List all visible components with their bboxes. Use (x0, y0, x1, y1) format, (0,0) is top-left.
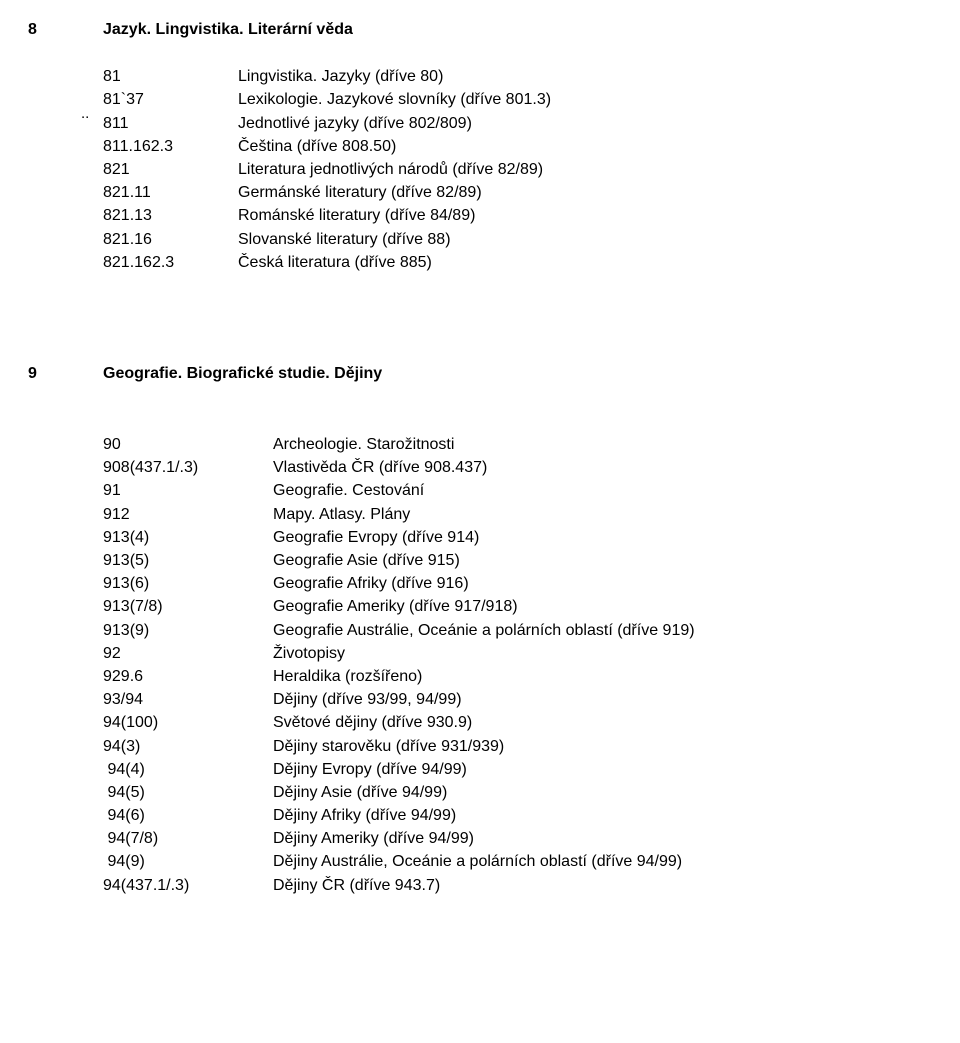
section-9-number: 9 (28, 362, 103, 385)
item-desc: Čeština (dříve 808.50) (238, 135, 932, 158)
item-desc: Geografie Ameriky (dříve 917/918) (273, 595, 932, 618)
list-item: 913(4) Geografie Evropy (dříve 914) (103, 526, 932, 549)
list-item: 821.11 Germánské literatury (dříve 82/89… (103, 181, 932, 204)
list-item: 94(7/8) Dějiny Ameriky (dříve 94/99) (103, 827, 932, 850)
item-desc: Geografie Afriky (dříve 916) (273, 572, 932, 595)
list-item: 913(5) Geografie Asie (dříve 915) (103, 549, 932, 572)
list-item: 81`37 Lexikologie. Jazykové slovníky (dř… (103, 88, 932, 111)
item-code: 821.13 (103, 204, 238, 227)
item-desc: Archeologie. Starožitnosti (273, 433, 932, 456)
list-item: 94(9) Dějiny Austrálie, Oceánie a polárn… (103, 850, 932, 873)
list-item: 913(9) Geografie Austrálie, Oceánie a po… (103, 619, 932, 642)
item-code: 811 (103, 112, 238, 135)
item-code: 81 (103, 65, 238, 88)
list-item: 811 Jednotlivé jazyky (dříve 802/809) (103, 112, 932, 135)
note-mark: .. (81, 103, 89, 125)
list-item: 94(5) Dějiny Asie (dříve 94/99) (103, 781, 932, 804)
list-item: 94(6) Dějiny Afriky (dříve 94/99) (103, 804, 932, 827)
item-desc: Dějiny (dříve 93/99, 94/99) (273, 688, 932, 711)
item-code: 821.162.3 (103, 251, 238, 274)
item-code: 94(100) (103, 711, 273, 734)
list-item: 821.16 Slovanské literatury (dříve 88) (103, 228, 932, 251)
item-code: 94(437.1/.3) (103, 874, 273, 897)
item-code: 913(9) (103, 619, 273, 642)
item-desc: Heraldika (rozšířeno) (273, 665, 932, 688)
item-desc: Geografie Austrálie, Oceánie a polárních… (273, 619, 932, 642)
item-code: 90 (103, 433, 273, 456)
section-9-header: 9 Geografie. Biografické studie. Dějiny (28, 362, 932, 385)
item-code: 92 (103, 642, 273, 665)
item-desc: Románské literatury (dříve 84/89) (238, 204, 932, 227)
section-8-number: 8 (28, 18, 103, 41)
item-desc: Dějiny Asie (dříve 94/99) (273, 781, 932, 804)
list-item: 92 Životopisy (103, 642, 932, 665)
section-9-title: Geografie. Biografické studie. Dějiny (103, 362, 382, 385)
section-8-block: .. 81 Lingvistika. Jazyky (dříve 80) 81`… (103, 65, 932, 274)
list-item: 912 Mapy. Atlasy. Plány (103, 503, 932, 526)
item-desc: Lexikologie. Jazykové slovníky (dříve 80… (238, 88, 932, 111)
item-code: 913(6) (103, 572, 273, 595)
list-item: 821.13 Románské literatury (dříve 84/89) (103, 204, 932, 227)
item-code: 811.162.3 (103, 135, 238, 158)
list-item: 913(7/8) Geografie Ameriky (dříve 917/91… (103, 595, 932, 618)
item-desc: Dějiny Ameriky (dříve 94/99) (273, 827, 932, 850)
item-code: 929.6 (103, 665, 273, 688)
list-item: 913(6) Geografie Afriky (dříve 916) (103, 572, 932, 595)
list-item: 91 Geografie. Cestování (103, 479, 932, 502)
item-desc: Dějiny ČR (dříve 943.7) (273, 874, 932, 897)
item-desc: Česká literatura (dříve 885) (238, 251, 932, 274)
item-code: 91 (103, 479, 273, 502)
item-desc: Vlastivěda ČR (dříve 908.437) (273, 456, 932, 479)
item-code: 94(9) (103, 850, 273, 873)
list-item: 93/94 Dějiny (dříve 93/99, 94/99) (103, 688, 932, 711)
item-code: 821 (103, 158, 238, 181)
item-desc: Dějiny Austrálie, Oceánie a polárních ob… (273, 850, 932, 873)
item-code: 913(5) (103, 549, 273, 572)
item-code: 913(7/8) (103, 595, 273, 618)
item-desc: Geografie Evropy (dříve 914) (273, 526, 932, 549)
item-code: 913(4) (103, 526, 273, 549)
item-desc: Dějiny Afriky (dříve 94/99) (273, 804, 932, 827)
list-item: 908(437.1/.3) Vlastivěda ČR (dříve 908.4… (103, 456, 932, 479)
item-code: 81`37 (103, 88, 238, 111)
list-item: 94(100) Světové dějiny (dříve 930.9) (103, 711, 932, 734)
list-item: 929.6 Heraldika (rozšířeno) (103, 665, 932, 688)
section-8-title: Jazyk. Lingvistika. Literární věda (103, 18, 353, 41)
item-code: 94(4) (103, 758, 273, 781)
list-item: 81 Lingvistika. Jazyky (dříve 80) (103, 65, 932, 88)
item-code: 93/94 (103, 688, 273, 711)
item-desc: Dějiny Evropy (dříve 94/99) (273, 758, 932, 781)
item-desc: Lingvistika. Jazyky (dříve 80) (238, 65, 932, 88)
list-item: 94(437.1/.3) Dějiny ČR (dříve 943.7) (103, 874, 932, 897)
item-desc: Mapy. Atlasy. Plány (273, 503, 932, 526)
item-code: 912 (103, 503, 273, 526)
item-desc: Geografie Asie (dříve 915) (273, 549, 932, 572)
item-code: 94(5) (103, 781, 273, 804)
section-9-block: 90 Archeologie. Starožitnosti 908(437.1/… (103, 433, 932, 897)
section-8-header: 8 Jazyk. Lingvistika. Literární věda (28, 18, 932, 41)
item-desc: Dějiny starověku (dříve 931/939) (273, 735, 932, 758)
item-desc: Životopisy (273, 642, 932, 665)
item-code: 94(3) (103, 735, 273, 758)
list-item: 811.162.3 Čeština (dříve 808.50) (103, 135, 932, 158)
item-desc: Literatura jednotlivých národů (dříve 82… (238, 158, 932, 181)
item-desc: Světové dějiny (dříve 930.9) (273, 711, 932, 734)
list-item: 821.162.3 Česká literatura (dříve 885) (103, 251, 932, 274)
list-item: 90 Archeologie. Starožitnosti (103, 433, 932, 456)
item-code: 94(7/8) (103, 827, 273, 850)
item-desc: Geografie. Cestování (273, 479, 932, 502)
item-desc: Jednotlivé jazyky (dříve 802/809) (238, 112, 932, 135)
list-item: 821 Literatura jednotlivých národů (dřív… (103, 158, 932, 181)
item-code: 94(6) (103, 804, 273, 827)
item-code: 821.16 (103, 228, 238, 251)
item-desc: Germánské literatury (dříve 82/89) (238, 181, 932, 204)
item-desc: Slovanské literatury (dříve 88) (238, 228, 932, 251)
item-code: 908(437.1/.3) (103, 456, 273, 479)
list-item: 94(3) Dějiny starověku (dříve 931/939) (103, 735, 932, 758)
list-item: 94(4) Dějiny Evropy (dříve 94/99) (103, 758, 932, 781)
item-code: 821.11 (103, 181, 238, 204)
